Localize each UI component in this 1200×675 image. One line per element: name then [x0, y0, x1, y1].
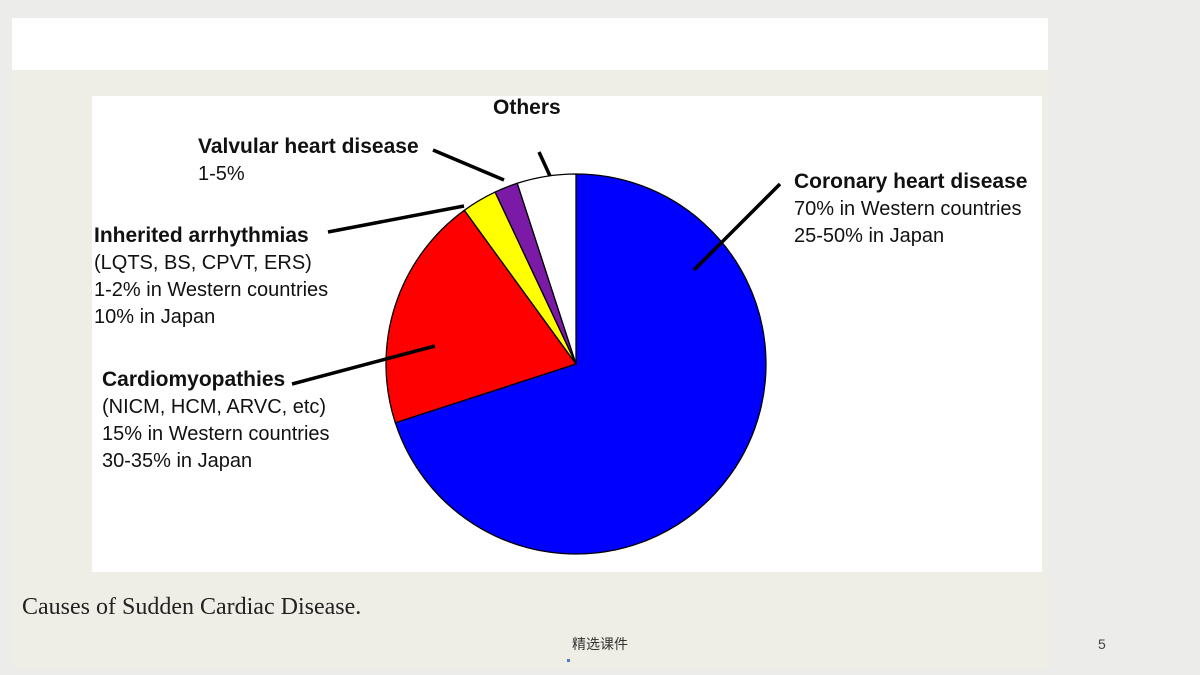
slice-label-valvular: Valvular heart disease — [198, 135, 419, 158]
slice-detail-inherited-arrhythmias: 10% in Japan — [94, 306, 215, 328]
footer-marker — [567, 659, 570, 662]
slice-detail-valvular: 1-5% — [198, 163, 245, 185]
page-number: 5 — [1098, 636, 1106, 652]
slice-detail-inherited-arrhythmias: 1-2% in Western countries — [94, 279, 328, 301]
slice-label-cardiomyopathies: Cardiomyopathies — [102, 368, 285, 391]
chart-figure: Coronary heart disease 70% in Western cou… — [92, 96, 1042, 572]
leader-line-coronary — [692, 182, 782, 272]
slice-detail-inherited-arrhythmias: (LQTS, BS, CPVT, ERS) — [94, 252, 312, 274]
slice-label-others: Others — [493, 96, 561, 119]
slide: Coronary heart disease 70% in Western cou… — [12, 18, 1048, 668]
footer-text: 精选课件 — [572, 636, 628, 652]
leader-line-inherited-arrhythmias — [327, 204, 465, 234]
leader-line-others — [537, 151, 552, 177]
figure-caption: Causes of Sudden Cardiac Disease. — [22, 594, 362, 620]
leader-line-valvular — [432, 148, 505, 182]
slice-detail-cardiomyopathies: (NICM, HCM, ARVC, etc) — [102, 396, 326, 418]
leader-line-cardiomyopathies — [291, 344, 436, 386]
slide-header-band — [12, 18, 1048, 70]
slice-detail-coronary: 70% in Western countries — [794, 198, 1022, 220]
slice-detail-coronary: 25-50% in Japan — [794, 225, 944, 247]
slice-label-inherited-arrhythmias: Inherited arrhythmias — [94, 224, 309, 247]
pie-chart: Coronary heart disease 70% in Western cou… — [94, 96, 1027, 555]
pie-slice-cardiomyopathies — [385, 209, 578, 424]
pie-slice-coronary — [394, 173, 767, 555]
slice-detail-cardiomyopathies: 30-35% in Japan — [102, 450, 252, 472]
pie-slice-others — [516, 173, 577, 365]
slice-label-coronary: Coronary heart disease — [794, 170, 1027, 193]
slice-detail-cardiomyopathies: 15% in Western countries — [102, 423, 330, 445]
